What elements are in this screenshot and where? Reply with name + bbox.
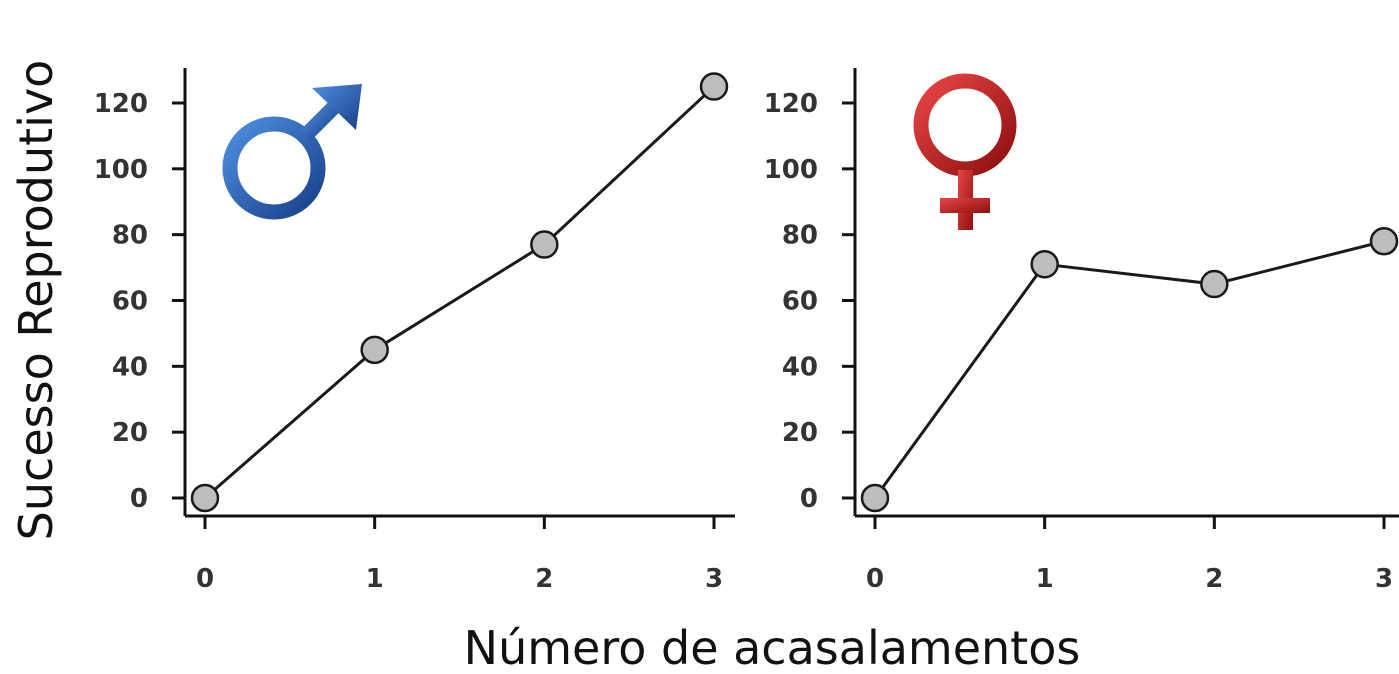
x-tick-label: 3 (1375, 564, 1393, 594)
data-point (190, 483, 220, 513)
x-tick-label: 0 (196, 564, 214, 594)
data-point (530, 230, 559, 259)
y-tick-label: 80 (782, 221, 818, 251)
x-tick-label: 1 (366, 564, 384, 594)
x-tick-label: 1 (1036, 564, 1054, 594)
y-tick-label: 20 (112, 418, 148, 448)
y-tick-label: 120 (764, 89, 818, 119)
y-axis-title: Sucesso Reprodutivo (9, 60, 63, 541)
male-symbol-icon (222, 84, 362, 220)
x-tick-label: 0 (866, 564, 884, 594)
x-axis-title: Número de acasalamentos (464, 621, 1081, 674)
y-tick-label: 20 (782, 418, 818, 448)
panel-female: 0 20 40 60 80 100 120 0 1 2 3 (764, 68, 1399, 594)
x-tick-label: 2 (535, 564, 553, 594)
x-tick-label: 2 (1205, 564, 1223, 594)
y-tick-label: 120 (94, 89, 148, 119)
y-tick-label: 100 (94, 155, 148, 185)
y-tick-label: 80 (112, 221, 148, 251)
data-point (1369, 227, 1399, 256)
y-tick-label: 0 (130, 484, 148, 514)
y-tick-label: 40 (782, 352, 818, 382)
data-point (699, 72, 729, 101)
data-point (360, 335, 389, 365)
y-tick-label: 40 (112, 352, 148, 382)
data-point (1200, 269, 1229, 299)
data-point (1030, 250, 1059, 279)
y-tick-label: 60 (112, 287, 148, 317)
data-point (860, 483, 890, 513)
y-tick-label: 60 (782, 287, 818, 317)
female-symbol-icon (913, 73, 1017, 230)
series-line (204, 85, 716, 500)
x-tick-label: 3 (705, 564, 723, 594)
series-line (873, 239, 1385, 499)
y-tick-label: 100 (764, 155, 818, 185)
y-tick-label: 0 (800, 484, 818, 514)
panel-male: 0 20 40 60 80 100 120 0 1 2 3 (94, 68, 735, 594)
